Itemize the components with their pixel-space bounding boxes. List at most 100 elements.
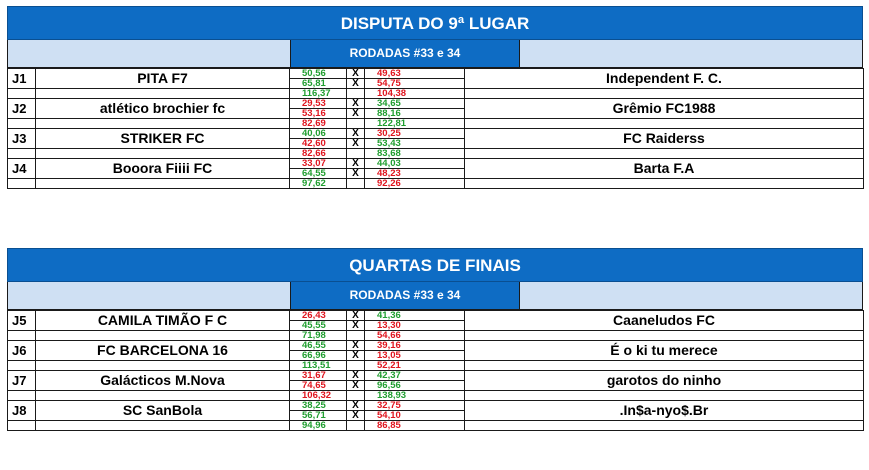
away-score: 13,30 <box>364 320 465 331</box>
home-score: 64,55 <box>289 168 347 179</box>
empty-cell <box>464 360 864 371</box>
table-row: J2 atlético brochier fc 29,53 X 34,65 Grêmio … <box>7 98 864 119</box>
away-score: 34,65 <box>364 98 465 109</box>
empty-cell <box>35 330 290 341</box>
total-row: 94,96 86,85 <box>7 420 864 431</box>
home-score: 65,81 <box>289 78 347 89</box>
empty-cell <box>7 178 36 189</box>
home-team: SC SanBola <box>35 400 290 421</box>
away-team: Independent F. C. <box>464 68 864 89</box>
versus-mark: X <box>346 370 365 381</box>
empty-cell <box>464 178 864 189</box>
empty-cell <box>7 148 36 159</box>
round-header: RODADAS #33 e 34 <box>7 282 863 310</box>
away-team: garotos do ninho <box>464 370 864 391</box>
empty-cell <box>346 118 365 129</box>
home-total: 82,69 <box>289 118 347 129</box>
home-score: 29,53 <box>289 98 347 109</box>
home-score: 46,55 <box>289 340 347 351</box>
away-team: Grêmio FC1988 <box>464 98 864 119</box>
empty-cell <box>35 88 290 99</box>
total-row: 82,66 83,68 <box>7 148 864 159</box>
away-score: 96,56 <box>364 380 465 391</box>
empty-cell <box>35 420 290 431</box>
table-row: J6 FC BARCELONA 16 46,55 X 39,16 É o ki tu me… <box>7 340 864 361</box>
empty-cell <box>7 330 36 341</box>
versus-mark: X <box>346 78 365 89</box>
versus-mark: X <box>346 98 365 109</box>
empty-cell <box>464 148 864 159</box>
away-score: 49,63 <box>364 68 465 79</box>
home-total: 97,62 <box>289 178 347 189</box>
away-score: 39,16 <box>364 340 465 351</box>
versus-mark: X <box>346 128 365 139</box>
empty-cell <box>464 390 864 401</box>
versus-mark: X <box>346 380 365 391</box>
empty-cell <box>7 390 36 401</box>
match-code: J1 <box>7 68 36 89</box>
home-score: 31,67 <box>289 370 347 381</box>
home-total: 82,66 <box>289 148 347 159</box>
matches-table: J1 PITA F7 50,56 X 49,63 Independent F. C. 65,… <box>7 68 864 189</box>
home-score: 42,60 <box>289 138 347 149</box>
empty-cell <box>35 390 290 401</box>
match-code: J5 <box>7 310 36 331</box>
empty-cell <box>35 360 290 371</box>
home-score: 56,71 <box>289 410 347 421</box>
away-score: 13,05 <box>364 350 465 361</box>
away-total: 92,26 <box>364 178 465 189</box>
home-score: 53,16 <box>289 108 347 119</box>
away-team: É o ki tu merece <box>464 340 864 361</box>
table-row: J4 Booora Fiiii FC 33,07 X 44,03 Barta F.A <box>7 158 864 179</box>
versus-mark: X <box>346 340 365 351</box>
total-row: 106,32 138,93 <box>7 390 864 401</box>
home-total: 116,37 <box>289 88 347 99</box>
table-row: J3 STRIKER FC 40,06 X 30,25 FC Raiderss <box>7 128 864 149</box>
home-score: 38,25 <box>289 400 347 411</box>
away-team: Caaneludos FC <box>464 310 864 331</box>
versus-mark: X <box>346 410 365 421</box>
empty-cell <box>7 420 36 431</box>
versus-mark: X <box>346 138 365 149</box>
home-score: 45,55 <box>289 320 347 331</box>
away-total: 83,68 <box>364 148 465 159</box>
total-row: 82,69 122,81 <box>7 118 864 129</box>
empty-cell <box>346 330 365 341</box>
empty-cell <box>346 360 365 371</box>
match-code: J6 <box>7 340 36 361</box>
section-title: QUARTAS DE FINAIS <box>7 248 863 282</box>
total-row: 97,62 92,26 <box>7 178 864 189</box>
table-row: J5 CAMILA TIMÃO F C 26,43 X 41,36 Caaneludos … <box>7 310 864 331</box>
versus-mark: X <box>346 320 365 331</box>
table-row: 53,16 X 88,16 <box>8 108 864 119</box>
empty-cell <box>464 118 864 129</box>
versus-mark: X <box>346 108 365 119</box>
versus-mark: X <box>346 310 365 321</box>
home-total: 113,51 <box>289 360 347 371</box>
total-row: 71,98 54,66 <box>7 330 864 341</box>
home-score: 74,65 <box>289 380 347 391</box>
versus-mark: X <box>346 168 365 179</box>
rounds-label: RODADAS #33 e 34 <box>290 40 520 67</box>
away-total: 104,38 <box>364 88 465 99</box>
away-team: FC Raiderss <box>464 128 864 149</box>
home-team: atlético brochier fc <box>35 98 290 119</box>
empty-cell <box>7 360 36 371</box>
away-score: 42,37 <box>364 370 465 381</box>
away-team: .In$a-nyo$.Br <box>464 400 864 421</box>
versus-mark: X <box>346 158 365 169</box>
away-total: 86,85 <box>364 420 465 431</box>
home-score: 33,07 <box>289 158 347 169</box>
away-total: 122,81 <box>364 118 465 129</box>
away-score: 54,75 <box>364 78 465 89</box>
home-total: 71,98 <box>289 330 347 341</box>
empty-cell <box>35 148 290 159</box>
empty-cell <box>7 88 36 99</box>
away-score: 54,10 <box>364 410 465 421</box>
match-code: J2 <box>7 98 36 119</box>
empty-cell <box>346 88 365 99</box>
empty-cell <box>7 118 36 129</box>
home-team: CAMILA TIMÃO F C <box>35 310 290 331</box>
empty-cell <box>464 88 864 99</box>
away-team: Barta F.A <box>464 158 864 179</box>
